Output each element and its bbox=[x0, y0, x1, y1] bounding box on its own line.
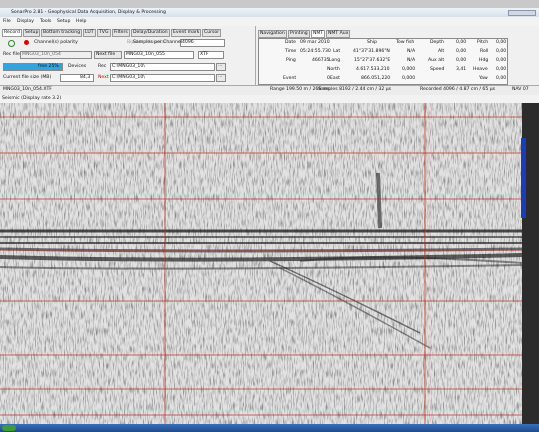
nav-cell: 0,00 bbox=[496, 67, 506, 73]
tab[interactable]: Record bbox=[2, 29, 22, 37]
record-free: free 25% bbox=[38, 64, 59, 70]
record-devices: Devices bbox=[68, 64, 86, 70]
blue-marker bbox=[521, 138, 526, 218]
record-rec-file: MNG03_10n_054 bbox=[22, 52, 61, 58]
nav-cell: 0,00 bbox=[456, 49, 466, 55]
display-header bbox=[0, 95, 539, 103]
display-label: Seismic (Display rate 3.2) bbox=[2, 96, 61, 102]
record-rec-path: C:\MNG03_10\ bbox=[112, 64, 145, 70]
record-size: 84,3 bbox=[80, 75, 90, 81]
nav-cell: Time bbox=[285, 49, 296, 55]
nav-tab[interactable]: NMT bbox=[311, 30, 325, 38]
nav-cell: 15°27'37.632"E bbox=[354, 58, 390, 64]
nav-cell: Long bbox=[329, 58, 340, 64]
nav-cell: Hdg bbox=[479, 58, 488, 64]
nav-cell: 0,000 bbox=[402, 76, 415, 82]
tab[interactable]: TVG bbox=[97, 29, 111, 37]
record-next-label: Next bbox=[98, 75, 109, 81]
start-button[interactable] bbox=[2, 425, 16, 431]
record-next-file-label: Next file bbox=[96, 52, 115, 58]
menu-item[interactable]: Help bbox=[76, 19, 86, 25]
nav-cell: Heave bbox=[473, 67, 488, 73]
tab[interactable]: Delay/Duration bbox=[131, 29, 170, 37]
nav-cell: 0,00 bbox=[456, 58, 466, 64]
nav-cell: Alt bbox=[438, 49, 444, 55]
menu-item[interactable]: Setup bbox=[57, 19, 70, 25]
nav-cell: Yaw bbox=[479, 76, 488, 82]
nav-cell: 0,00 bbox=[456, 40, 466, 46]
menu-item[interactable]: File bbox=[3, 19, 11, 25]
nav-cell: 0,000 bbox=[402, 67, 415, 73]
tab[interactable]: Bottom tracking bbox=[41, 29, 82, 37]
record-samples[interactable]: 4096 bbox=[182, 40, 194, 46]
taskbar bbox=[0, 424, 539, 432]
record-size-label: Current file size (MB) bbox=[3, 75, 51, 81]
nav-cell: N/A bbox=[407, 58, 415, 64]
nav-cell: 0,00 bbox=[496, 58, 506, 64]
record-next-file: MNG03_10n_055 bbox=[126, 52, 165, 58]
menu-item[interactable]: Tools bbox=[40, 19, 51, 25]
nav-cell: 0,00 bbox=[496, 76, 506, 82]
nav-cell: 3,41 bbox=[456, 67, 466, 73]
nav-cell: 4.617.533,210 bbox=[356, 67, 390, 73]
tab[interactable]: Cursor bbox=[202, 29, 221, 37]
nav-cell: Tow fish bbox=[396, 40, 414, 46]
nav-cell: 41°37'31.896"N bbox=[353, 49, 390, 55]
nav-cell: Depth bbox=[430, 40, 444, 46]
nav-cell: Lat bbox=[333, 49, 340, 55]
record-dot[interactable] bbox=[24, 40, 29, 45]
nav-cell: Event bbox=[283, 76, 296, 82]
nav-cell: 05:24:55.730 bbox=[300, 49, 331, 55]
status-field: Recorded 4096 / 4.87 cm / 65 µs bbox=[420, 87, 495, 93]
record-icon[interactable] bbox=[8, 40, 15, 47]
nav-cell: North bbox=[327, 67, 340, 73]
nav-cell: Ship bbox=[367, 40, 377, 46]
nav-cell: Pitch bbox=[477, 40, 488, 46]
nav-cell: 09 mar 2010 bbox=[300, 40, 330, 46]
record-next-path: C:\MNG03_10\ bbox=[112, 75, 145, 81]
tab[interactable]: Setup bbox=[23, 29, 40, 37]
tab[interactable]: Filters bbox=[112, 29, 130, 37]
nav-cell: N/A bbox=[407, 49, 415, 55]
nav-cell: Aux alt bbox=[428, 58, 444, 64]
status-field: Samples 8192 / 2.44 cm / 32 µs bbox=[318, 87, 391, 93]
nav-tab[interactable]: Printing bbox=[288, 30, 310, 38]
nav-cell: 866.051,220 bbox=[361, 76, 390, 82]
nav-cell: Ping bbox=[286, 58, 296, 64]
nav-cell: 0,00 bbox=[496, 40, 506, 46]
record-browse[interactable]: ... bbox=[218, 63, 222, 69]
nav-cell: 0,00 bbox=[496, 49, 506, 55]
nav-cell: 466735 bbox=[312, 58, 330, 64]
nav-tab[interactable]: NMT Aux bbox=[326, 30, 350, 38]
window-title: SonarPro 2.81 - Geophysical Data Acquisi… bbox=[11, 10, 166, 16]
nav-cell: Speed bbox=[430, 67, 444, 73]
record-rec-label: Rec bbox=[98, 64, 106, 70]
status-field: MNG03_10n_054.XTF bbox=[3, 87, 52, 93]
record-rec-file-label: Rec file bbox=[3, 52, 20, 58]
record-format[interactable]: XTF bbox=[200, 52, 209, 58]
status-field: NAV 07 bbox=[512, 87, 529, 93]
tab[interactable]: Event mark bbox=[171, 29, 201, 37]
seismic-display bbox=[0, 103, 539, 432]
nav-tab[interactable]: Navigation bbox=[258, 30, 287, 38]
menu-item[interactable]: Display bbox=[17, 19, 34, 25]
screen: SonarPro 2.81 - Geophysical Data Acquisi… bbox=[0, 0, 539, 432]
record-polarity: Channel(s) polarity bbox=[34, 40, 78, 46]
tab[interactable]: LUT bbox=[83, 29, 96, 37]
nav-cell: East bbox=[330, 76, 340, 82]
record-samples-label: Samples per Channel bbox=[133, 40, 182, 46]
nav-cell: Date bbox=[285, 40, 296, 46]
nav-cell: Roll bbox=[480, 49, 488, 55]
window-controls[interactable] bbox=[508, 10, 536, 16]
record-browse[interactable]: ... bbox=[218, 74, 222, 80]
